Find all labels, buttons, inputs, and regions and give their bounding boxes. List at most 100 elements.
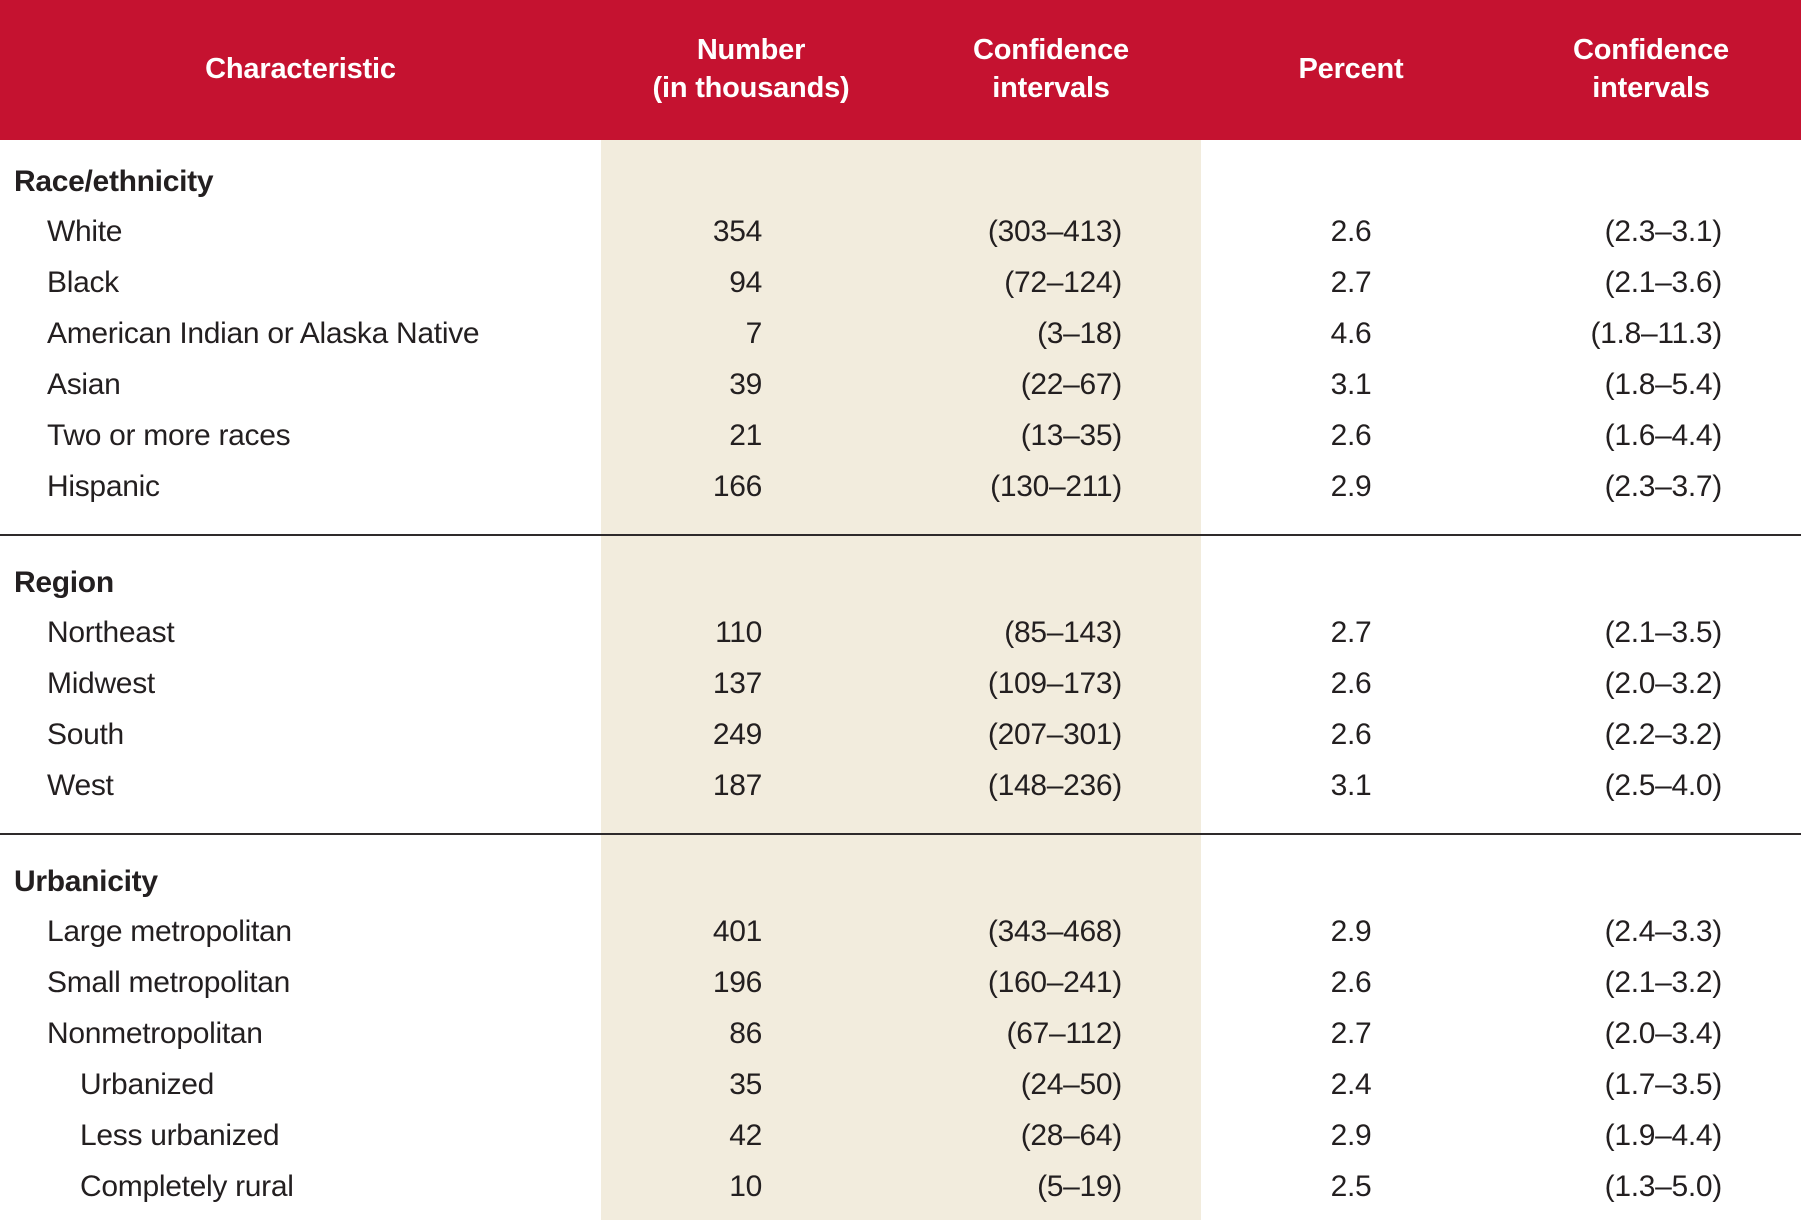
spacer-cell — [901, 512, 1201, 535]
percent-cell: 3.1 — [1330, 768, 1372, 802]
section-header-row: Urbanicity — [0, 833, 1801, 906]
characteristic-cell: Large metropolitan — [47, 914, 292, 948]
characteristic-cell: Urbanized — [80, 1067, 215, 1101]
header-number: Number (in thousands) — [601, 0, 901, 140]
section-label-cell: Race/ethnicity — [14, 165, 214, 198]
confidence-interval-number-cell: (148–236) — [987, 768, 1122, 802]
pad-cell — [1501, 1212, 1801, 1220]
number-cell: 187 — [712, 768, 762, 802]
number-cell: 166 — [712, 469, 762, 503]
empty-cell — [1501, 140, 1801, 206]
number-cell: 94 — [729, 265, 762, 299]
empty-cell — [901, 833, 1201, 906]
confidence-interval-percent-cell: (2.1–3.6) — [1604, 265, 1723, 299]
percent-cell: 2.9 — [1330, 1118, 1372, 1152]
pad-cell — [901, 1212, 1201, 1220]
spacer-cell — [0, 512, 601, 535]
empty-cell — [601, 833, 901, 906]
confidence-interval-number-cell: (343–468) — [987, 914, 1122, 948]
percent-cell: 2.7 — [1330, 615, 1372, 649]
spacer-cell — [1501, 512, 1801, 535]
confidence-interval-percent-cell: (1.9–4.4) — [1604, 1118, 1723, 1152]
data-row: American Indian or Alaska Native 7 (3–18) 4… — [0, 308, 1801, 359]
section-spacer-row — [0, 512, 1801, 535]
confidence-interval-percent-cell: (2.4–3.3) — [1604, 914, 1723, 948]
percent-cell: 2.5 — [1330, 1169, 1372, 1203]
bottom-padding-row — [0, 1212, 1801, 1220]
number-cell: 401 — [712, 914, 762, 948]
empty-cell — [1201, 140, 1501, 206]
data-row: Northeast 110 (85–143) 2.7 (2.1–3.5) — [0, 607, 1801, 658]
number-cell: 86 — [729, 1016, 762, 1050]
characteristic-cell: Northeast — [47, 615, 175, 649]
confidence-interval-number-cell: (28–64) — [1020, 1118, 1123, 1152]
characteristic-cell: Two or more races — [47, 418, 291, 452]
data-row: Nonmetropolitan 86 (67–112) 2.7 (2.0–3.4) — [0, 1008, 1801, 1059]
percent-cell: 2.9 — [1330, 469, 1372, 503]
data-row: Small metropolitan 196 (160–241) 2.6 (2.1–3.… — [0, 957, 1801, 1008]
spacer-cell — [1201, 811, 1501, 834]
percent-cell: 3.1 — [1330, 367, 1372, 401]
number-cell: 21 — [729, 418, 762, 452]
confidence-interval-percent-cell: (1.6–4.4) — [1604, 418, 1723, 452]
confidence-interval-percent-cell: (2.5–4.0) — [1604, 768, 1723, 802]
spacer-cell — [1201, 512, 1501, 535]
spacer-cell — [601, 512, 901, 535]
characteristic-cell: White — [47, 214, 123, 248]
percent-cell: 2.6 — [1330, 666, 1372, 700]
percent-cell: 2.6 — [1330, 965, 1372, 999]
number-cell: 196 — [712, 965, 762, 999]
number-cell: 7 — [745, 316, 763, 350]
confidence-interval-number-cell: (160–241) — [987, 965, 1122, 999]
confidence-interval-percent-cell: (1.8–5.4) — [1604, 367, 1723, 401]
characteristic-cell: West — [47, 768, 114, 802]
confidence-interval-number-cell: (85–143) — [1004, 615, 1122, 649]
pad-cell — [601, 1212, 901, 1220]
confidence-interval-percent-cell: (2.1–3.5) — [1604, 615, 1723, 649]
confidence-interval-percent-cell: (1.7–3.5) — [1604, 1067, 1723, 1101]
confidence-interval-percent-cell: (2.0–3.2) — [1604, 666, 1723, 700]
number-cell: 110 — [715, 615, 762, 649]
characteristic-cell: Black — [47, 265, 119, 299]
table-header: Characteristic Number (in thousands) Con… — [0, 0, 1801, 140]
characteristic-cell: Less urbanized — [80, 1118, 280, 1152]
confidence-interval-percent-cell: (1.8–11.3) — [1590, 316, 1722, 350]
confidence-interval-percent-cell: (2.3–3.7) — [1604, 469, 1723, 503]
empty-cell — [1201, 833, 1501, 906]
empty-cell — [901, 534, 1201, 607]
section-label-cell: Urbanicity — [0, 833, 601, 906]
confidence-interval-number-cell: (5–19) — [1037, 1169, 1122, 1203]
data-row: South 249 (207–301) 2.6 (2.2–3.2) — [0, 709, 1801, 760]
data-row: Midwest 137 (109–173) 2.6 (2.0–3.2) — [0, 658, 1801, 709]
header-characteristic: Characteristic — [0, 0, 601, 140]
number-cell: 10 — [729, 1169, 762, 1203]
spacer-cell — [601, 811, 901, 834]
section-header-row: Region — [0, 534, 1801, 607]
percent-cell: 4.6 — [1330, 316, 1372, 350]
confidence-interval-percent-cell: (2.2–3.2) — [1604, 717, 1723, 751]
empty-cell — [1501, 833, 1801, 906]
data-row: Black 94 (72–124) 2.7 (2.1–3.6) — [0, 257, 1801, 308]
percent-cell: 2.6 — [1330, 717, 1372, 751]
confidence-interval-percent-cell: (2.3–3.1) — [1604, 214, 1723, 248]
confidence-interval-percent-cell: (2.1–3.2) — [1604, 965, 1723, 999]
data-row: White 354 (303–413) 2.6 (2.3–3.1) — [0, 206, 1801, 257]
number-cell: 354 — [712, 214, 762, 248]
confidence-interval-number-cell: (130–211) — [990, 469, 1122, 503]
data-row: Hispanic 166 (130–211) 2.9 (2.3–3.7) — [0, 461, 1801, 512]
confidence-interval-percent-cell: (1.3–5.0) — [1604, 1169, 1723, 1203]
table-body: Race/ethnicity White 354 (303–413) 2.6 (2.3–3… — [0, 140, 1801, 1220]
spacer-cell — [1501, 811, 1801, 834]
empty-cell — [1201, 534, 1501, 607]
characteristic-cell: Nonmetropolitan — [47, 1016, 263, 1050]
data-row: Two or more races 21 (13–35) 2.6 (1.6–4.4) — [0, 410, 1801, 461]
header-confidence-intervals-number: Confidence intervals — [901, 0, 1201, 140]
empty-cell — [601, 534, 901, 607]
pad-cell — [1201, 1212, 1501, 1220]
header-percent: Percent — [1201, 0, 1501, 140]
characteristic-cell: Small metropolitan — [47, 965, 291, 999]
confidence-interval-number-cell: (13–35) — [1020, 418, 1123, 452]
data-row: Less urbanized 42 (28–64) 2.9 (1.9–4.4) — [0, 1110, 1801, 1161]
empty-cell — [901, 140, 1201, 206]
section-header-row: Race/ethnicity — [0, 140, 1801, 206]
